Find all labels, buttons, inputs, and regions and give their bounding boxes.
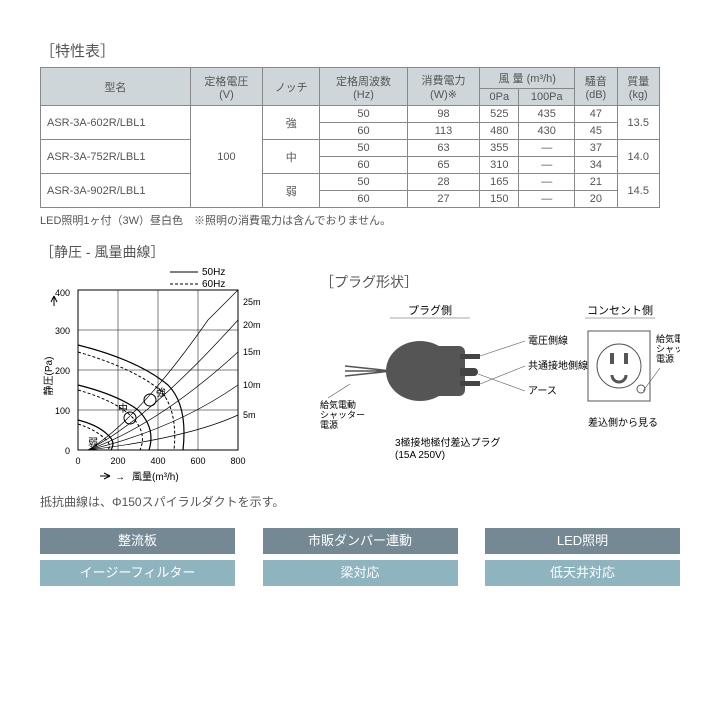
tag: LED照明 [485, 528, 680, 554]
svg-text:電圧側線: 電圧側線 [528, 334, 568, 347]
svg-text:3極接地極付差込プラグ(15A 250V): 3極接地極付差込プラグ(15A 250V) [395, 436, 501, 461]
plug-title: ［プラグ形状］ [320, 272, 680, 292]
svg-text:プラグ側: プラグ側 [408, 303, 452, 317]
tags-row-2: イージーフィルター 梁対応 低天井対応 [40, 560, 680, 586]
svg-text:弱: 弱 [88, 437, 98, 449]
h-notch: ノッチ [263, 68, 320, 106]
tag: 市販ダンパー連動 [263, 528, 458, 554]
svg-text:アース: アース [528, 386, 557, 397]
table-note: LED照明1ヶ付（3W）昼白色 ※照明の消費電力は含んでおりません。 [40, 212, 680, 228]
svg-text:600: 600 [190, 456, 205, 466]
svg-text:800: 800 [230, 456, 245, 466]
mass-2: 14.5 [617, 174, 659, 208]
chart-footnote: 抵抗曲線は、Φ150スパイラルダクトを示す。 [40, 493, 290, 510]
tags-row-1: 整流板 市販ダンパー連動 LED照明 [40, 528, 680, 554]
h-power: 消費電力 (W)※ [407, 68, 479, 106]
h-voltage: 定格電圧 (V) [190, 68, 262, 106]
svg-text:400: 400 [150, 456, 165, 466]
h-mass: 質量 (kg) [617, 68, 659, 106]
model-2: ASR-3A-902R/LBL1 [41, 174, 191, 208]
notch-0: 強 [263, 106, 320, 140]
plug-diagram: プラグ側 コンセント側 電圧側線 共通接地側線 アース [320, 296, 680, 476]
svg-text:中: 中 [118, 402, 128, 415]
svg-text:0: 0 [75, 456, 80, 466]
pressure-airflow-chart: 50Hz 60Hz [40, 266, 290, 486]
svg-text:コンセント側: コンセント側 [587, 304, 653, 317]
tag: 整流板 [40, 528, 235, 554]
svg-text:5m: 5m [243, 410, 256, 420]
svg-text:60Hz: 60Hz [202, 279, 225, 290]
svg-text:風量(m³/h): 風量(m³/h) [132, 471, 179, 483]
chart-title: ［静圧 - 風量曲線］ [40, 242, 290, 262]
model-0: ASR-3A-602R/LBL1 [41, 106, 191, 140]
chart-block: ［静圧 - 風量曲線］ 50Hz 60Hz [40, 242, 290, 510]
h-model: 型名 [41, 68, 191, 106]
svg-text:強: 強 [156, 386, 166, 399]
notch-1: 中 [263, 140, 320, 174]
plug-block: ［プラグ形状］ プラグ側 コンセント側 電圧側線 共通接地側線 [320, 242, 680, 510]
tag: 梁対応 [263, 560, 458, 586]
svg-text:100: 100 [55, 406, 70, 416]
svg-text:→: → [115, 472, 125, 483]
svg-text:300: 300 [55, 326, 70, 336]
spec-title: ［特性表］ [40, 40, 680, 61]
svg-text:15m: 15m [243, 347, 261, 357]
svg-text:200: 200 [110, 456, 125, 466]
spec-table: 型名 定格電圧 (V) ノッチ 定格周波数 (Hz) 消費電力 (W)※ 風 量… [40, 67, 660, 208]
svg-text:静圧(Pa): 静圧(Pa) [42, 357, 55, 396]
svg-text:差込側から見る: 差込側から見る [588, 416, 658, 429]
svg-text:給気電動シャッター電源: 給気電動シャッター電源 [656, 333, 680, 364]
svg-text:0: 0 [65, 446, 70, 456]
svg-text:共通接地側線: 共通接地側線 [528, 359, 588, 372]
model-1: ASR-3A-752R/LBL1 [41, 140, 191, 174]
voltage: 100 [190, 106, 262, 208]
h-noise: 騒音 (dB) [575, 68, 617, 106]
svg-text:10m: 10m [243, 380, 261, 390]
mass-0: 13.5 [617, 106, 659, 140]
h-air100: 100Pa [519, 89, 575, 106]
h-airflow: 風 量 (m³/h) [480, 68, 575, 89]
svg-text:400: 400 [55, 288, 70, 298]
svg-text:20m: 20m [243, 320, 261, 330]
h-air0: 0Pa [480, 89, 519, 106]
notch-2: 弱 [263, 174, 320, 208]
mass-1: 14.0 [617, 140, 659, 174]
svg-text:200: 200 [55, 366, 70, 376]
tag: イージーフィルター [40, 560, 235, 586]
svg-text:50Hz: 50Hz [202, 267, 225, 278]
h-freq: 定格周波数 (Hz) [320, 68, 408, 106]
svg-text:給気電動シャッター電源: 給気電動シャッター電源 [320, 399, 365, 430]
tag: 低天井対応 [485, 560, 680, 586]
svg-text:25m: 25m [243, 297, 261, 307]
